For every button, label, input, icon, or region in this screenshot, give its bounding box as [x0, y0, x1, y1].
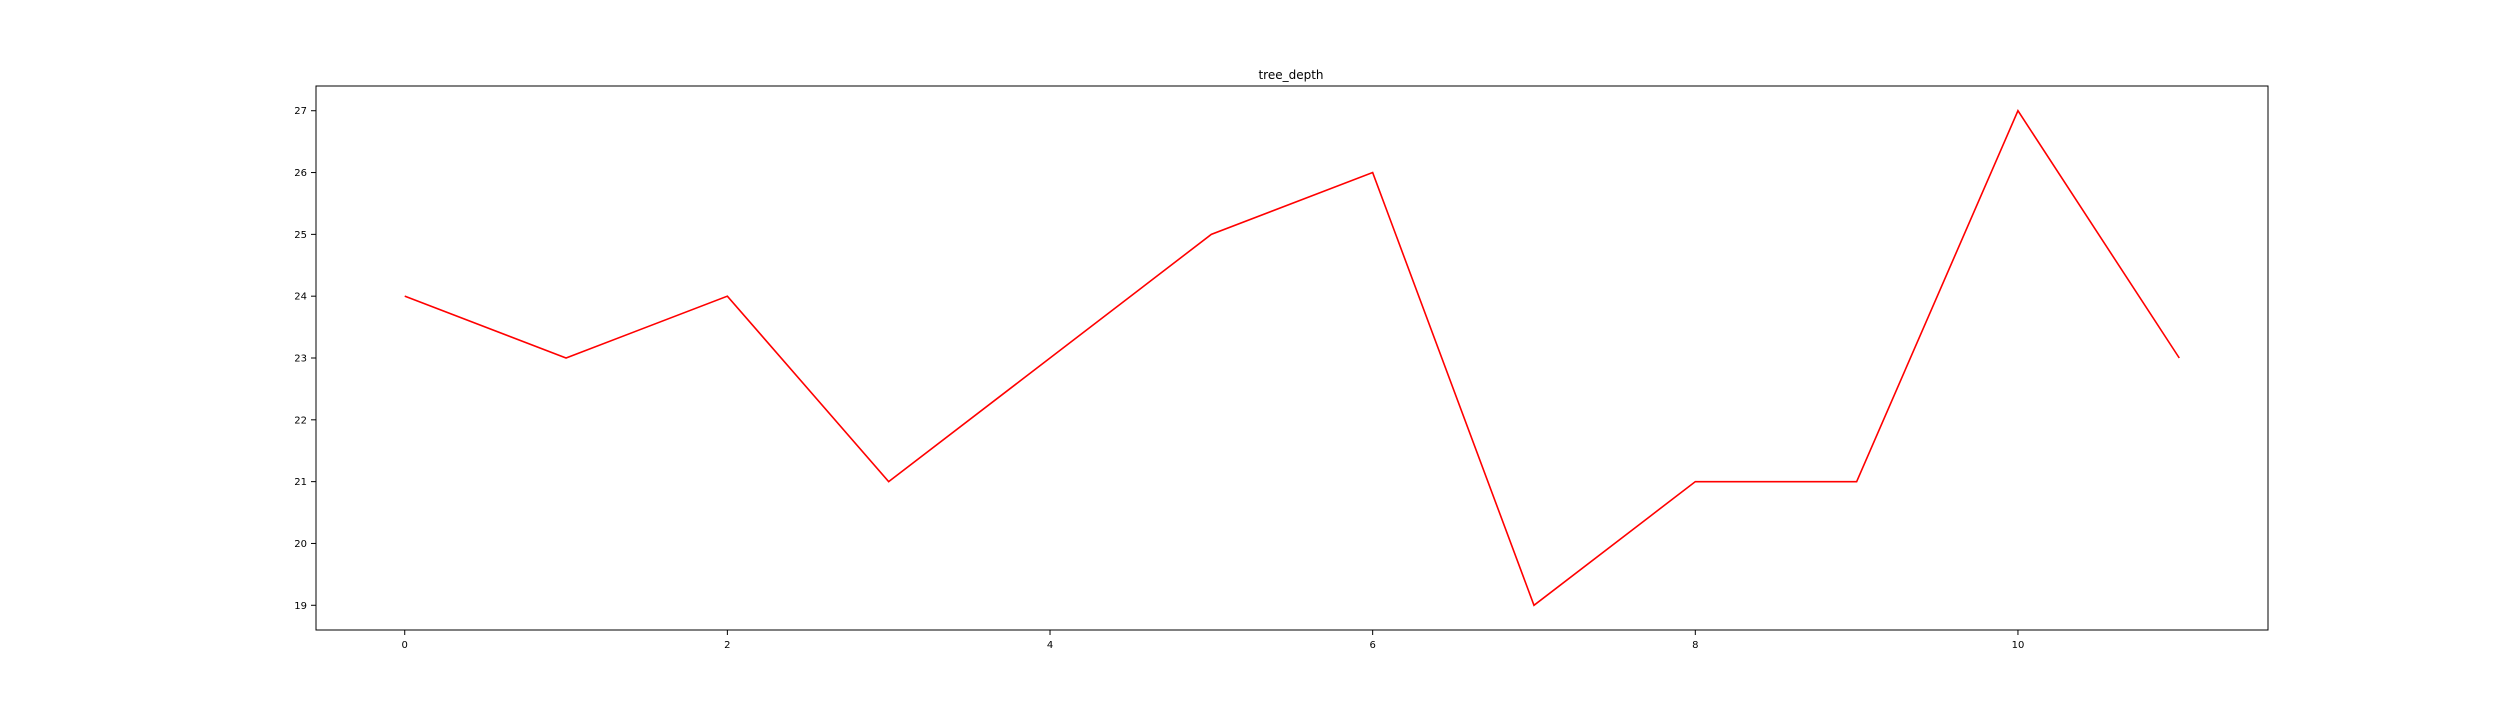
y-tick-label: 26 — [294, 168, 307, 179]
x-tick-label: 2 — [724, 640, 730, 651]
y-tick-label: 19 — [294, 601, 307, 612]
y-tick-label: 27 — [294, 106, 307, 117]
y-tick-label: 22 — [294, 415, 307, 426]
x-tick-label: 4 — [1047, 640, 1053, 651]
x-tick-label: 8 — [1692, 640, 1698, 651]
series-line — [404, 109, 2180, 607]
x-tick-label: 10 — [2012, 640, 2025, 651]
y-tick-label: 21 — [294, 477, 307, 488]
y-tick-label: 20 — [294, 539, 307, 550]
y-tick-label: 23 — [294, 354, 307, 365]
y-tick-label: 24 — [294, 292, 307, 303]
y-tick-label: 25 — [294, 230, 307, 241]
axes-frame — [315, 85, 2269, 631]
x-tick-label: 0 — [402, 640, 408, 651]
x-tick-label: 6 — [1369, 640, 1375, 651]
chart-title: tree_depth — [1258, 68, 1323, 82]
